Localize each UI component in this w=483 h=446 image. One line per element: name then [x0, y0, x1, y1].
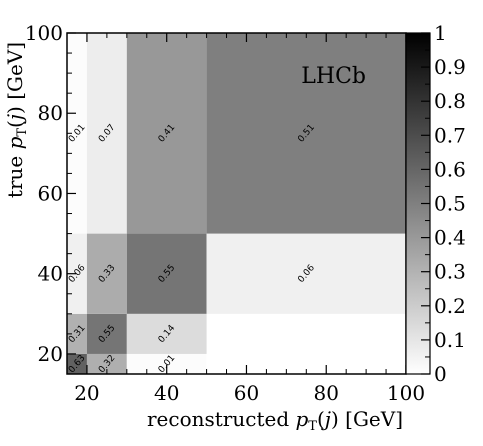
x-tick-label: 60: [234, 381, 259, 405]
y-tick-label: 20: [38, 342, 63, 366]
heatmap-cell: [126, 33, 207, 234]
colorbar-tick-label: 0.4: [434, 226, 466, 250]
heatmap-cell: [86, 313, 127, 354]
colorbar-tick-label: 0.7: [434, 123, 466, 147]
y-axis-title: true pT(j) [GeV]: [3, 42, 30, 198]
heatmap-cell: [126, 353, 207, 374]
x-tick-label: 40: [154, 381, 179, 405]
colorbar-tick-label: 0.5: [434, 192, 466, 216]
heatmap-cell: [67, 33, 87, 234]
colorbar-tick-label: 0.3: [434, 260, 466, 284]
y-axis-ticks: 20 40 60 80 100: [25, 21, 76, 366]
colorbar-tick-label: 0.6: [434, 157, 466, 181]
x-axis-title: reconstructed pT(j) [GeV]: [147, 407, 403, 434]
heatmap-cell: [67, 353, 87, 374]
y-tick-label: 40: [38, 262, 63, 286]
heatmap-cells: [67, 33, 406, 374]
x-tick-label: 20: [74, 381, 99, 405]
heatmap-cell: [67, 313, 87, 354]
heatmap-cell: [126, 313, 207, 354]
colorbar-tick-label: 0.2: [434, 294, 466, 318]
heatmap-cell: [86, 33, 127, 234]
y-tick-label: 80: [38, 101, 63, 125]
colorbar-tick-label: 0.1: [434, 328, 466, 352]
colorbar-ticks: 0 0.1 0.2 0.3 0.4 0.5 0.6 0.7 0.8 0.9 1: [421, 21, 466, 386]
y-tick-label: 100: [25, 21, 63, 45]
y-tick-label: 60: [38, 181, 63, 205]
lhcb-watermark: LHCb: [301, 64, 366, 89]
heatmap-cell: [86, 233, 127, 314]
x-tick-label: 80: [314, 381, 339, 405]
heatmap-cell: [86, 353, 127, 374]
x-axis-ticks: 20 40 60 80 100: [74, 33, 425, 405]
x-tick-label: 100: [387, 381, 425, 405]
colorbar-tick-label: 0.9: [434, 55, 466, 79]
colorbar-tick-label: 0: [434, 362, 447, 386]
colorbar-tick-label: 0.8: [434, 89, 466, 113]
heatmap-cell: [206, 233, 406, 314]
colorbar-tick-label: 1: [434, 21, 447, 45]
heatmap-cell: [126, 233, 207, 314]
heatmap-cell: [206, 33, 406, 234]
